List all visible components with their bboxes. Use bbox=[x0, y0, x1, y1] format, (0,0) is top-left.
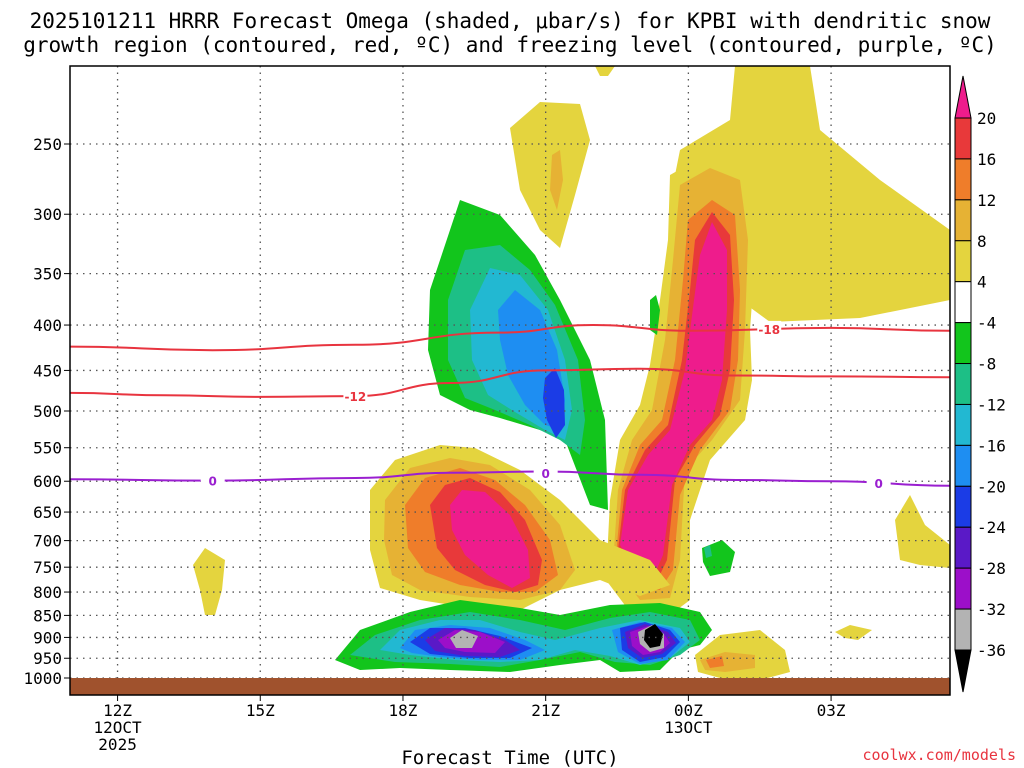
colorbar-bin-9 bbox=[954, 444, 972, 487]
isotherm--12 bbox=[70, 367, 950, 398]
omega-descent-blob-03z-small bbox=[835, 625, 872, 640]
y-tick-label-650: 650 bbox=[33, 503, 62, 522]
colorbar-bin-5 bbox=[954, 281, 972, 324]
colorbar: 20 16 12 8 4 -4 -8 -12 -16 -20 -24 -28 -32 -36 bbox=[954, 75, 1006, 693]
omega-ascent-mid-darkblue bbox=[543, 368, 565, 438]
credit-text: coolwx.com/models bbox=[862, 746, 1016, 764]
colorbar-label--12: -12 bbox=[977, 395, 1006, 414]
y-tick-label-400: 400 bbox=[33, 316, 62, 335]
colorbar-label-16: 16 bbox=[977, 150, 996, 169]
y-tick-label-250: 250 bbox=[33, 135, 62, 154]
grid-lines bbox=[70, 66, 950, 695]
omega-descent-blob-15z bbox=[193, 548, 225, 615]
isotherm-label-0: 0 bbox=[209, 475, 217, 489]
omega-ascent-low-black bbox=[644, 624, 663, 648]
ground-surface bbox=[70, 678, 950, 695]
colorbar-bin-1 bbox=[954, 117, 972, 160]
colorbar-bin-4 bbox=[954, 240, 972, 283]
isotherm-label-0: 0 bbox=[541, 467, 549, 481]
y-tick-label-550: 550 bbox=[33, 439, 62, 458]
plot-area: -18 -12 0 0 0 bbox=[70, 66, 950, 695]
y-tick-label-350: 350 bbox=[33, 265, 62, 284]
chart-title-line-1: 2025101211 HRRR Forecast Omega (shaded, … bbox=[30, 9, 991, 33]
isotherm-label-bg-3 bbox=[533, 464, 558, 480]
x-tick-label-00Z: 00Z bbox=[674, 701, 703, 720]
colorbar-bin-3 bbox=[954, 199, 972, 242]
isotherm-label--12: -12 bbox=[345, 390, 367, 404]
x-tick-label-03Z: 03Z bbox=[817, 701, 846, 720]
omega-descent-lower-right-orange bbox=[706, 656, 724, 668]
omega-ascent-small-blip bbox=[650, 295, 660, 335]
omega-ascent-blip-right-core bbox=[704, 545, 712, 558]
colorbar-bin-11 bbox=[954, 526, 972, 569]
omega-shading bbox=[193, 66, 950, 680]
y-tick-label-1000: 1000 bbox=[23, 669, 62, 688]
y-tick-label-950: 950 bbox=[33, 649, 62, 668]
x-tick-label-12Z: 12Z bbox=[103, 701, 132, 720]
isotherm-label-bg-2 bbox=[200, 472, 225, 488]
omega-descent-blob-magenta bbox=[450, 490, 530, 588]
y-tick-label-850: 850 bbox=[33, 606, 62, 625]
omega-descent-upper-middle bbox=[510, 102, 590, 248]
colorbar-label-4: 4 bbox=[977, 273, 987, 292]
colorbar-label--36: -36 bbox=[977, 641, 1006, 660]
colorbar-label--28: -28 bbox=[977, 559, 1006, 578]
colorbar-label--8: -8 bbox=[977, 355, 996, 374]
x-tick-date-12Z: 12OCT bbox=[93, 718, 142, 737]
colorbar-top-arrow bbox=[954, 75, 972, 119]
isotherm-label-bg-1 bbox=[343, 388, 368, 404]
isotherm--18 bbox=[70, 324, 950, 352]
colorbar-bin-12 bbox=[954, 567, 972, 610]
colorbar-bin-7 bbox=[954, 363, 972, 405]
y-axis: 250 300 350 400 450 500 550 600 650 700 750 800 850 9… bbox=[23, 135, 70, 688]
colorbar-bin-2 bbox=[954, 158, 972, 201]
omega-descent-blob-04z bbox=[895, 495, 950, 568]
colorbar-label-12: 12 bbox=[977, 191, 996, 210]
omega-descent-top-sliver bbox=[595, 66, 615, 76]
y-tick-label-800: 800 bbox=[33, 583, 62, 602]
chart-title-line-2: growth region (contoured, red, ºC) and f… bbox=[23, 33, 997, 57]
x-tick-label-18Z: 18Z bbox=[389, 701, 418, 720]
omega-ascent-low-purple bbox=[438, 626, 670, 655]
isotherm-contours: -18 -12 0 0 0 bbox=[70, 320, 950, 491]
y-tick-label-500: 500 bbox=[33, 402, 62, 421]
x-axis-title: Forecast Time (UTC) bbox=[401, 747, 618, 768]
colorbar-bin-13 bbox=[954, 608, 972, 651]
omega-descent-upper-middle-core bbox=[550, 150, 563, 210]
y-tick-label-300: 300 bbox=[33, 205, 62, 224]
colorbar-label--32: -32 bbox=[977, 600, 1006, 619]
isotherm-label--18: -18 bbox=[758, 323, 780, 337]
colorbar-bin-6 bbox=[954, 322, 972, 365]
colorbar-label--16: -16 bbox=[977, 436, 1006, 455]
colorbar-label--20: -20 bbox=[977, 477, 1006, 496]
omega-descent-column-magenta bbox=[620, 222, 727, 580]
colorbar-bottom-arrow bbox=[954, 649, 972, 693]
y-tick-label-750: 750 bbox=[33, 558, 62, 577]
x-tick-label-21Z: 21Z bbox=[531, 701, 560, 720]
x-tick-year-12Z: 2025 bbox=[98, 735, 137, 754]
y-tick-label-700: 700 bbox=[33, 532, 62, 551]
colorbar-label--24: -24 bbox=[977, 518, 1006, 537]
colorbar-label-20: 20 bbox=[977, 109, 996, 128]
colorbar-label-8: 8 bbox=[977, 232, 987, 251]
y-tick-label-450: 450 bbox=[33, 361, 62, 380]
y-tick-label-900: 900 bbox=[33, 628, 62, 647]
colorbar-bin-8 bbox=[954, 403, 972, 446]
isotherm-label-bg-4 bbox=[866, 475, 891, 491]
isotherm-label-0: 0 bbox=[874, 477, 882, 491]
isotherm-label-bg-0 bbox=[757, 320, 782, 336]
y-tick-label-600: 600 bbox=[33, 472, 62, 491]
x-tick-date-00Z: 13OCT bbox=[664, 718, 713, 737]
plot-frame bbox=[69, 65, 951, 696]
colorbar-label--4: -4 bbox=[977, 314, 996, 333]
colorbar-bin-10 bbox=[954, 485, 972, 528]
x-tick-label-15Z: 15Z bbox=[246, 701, 275, 720]
